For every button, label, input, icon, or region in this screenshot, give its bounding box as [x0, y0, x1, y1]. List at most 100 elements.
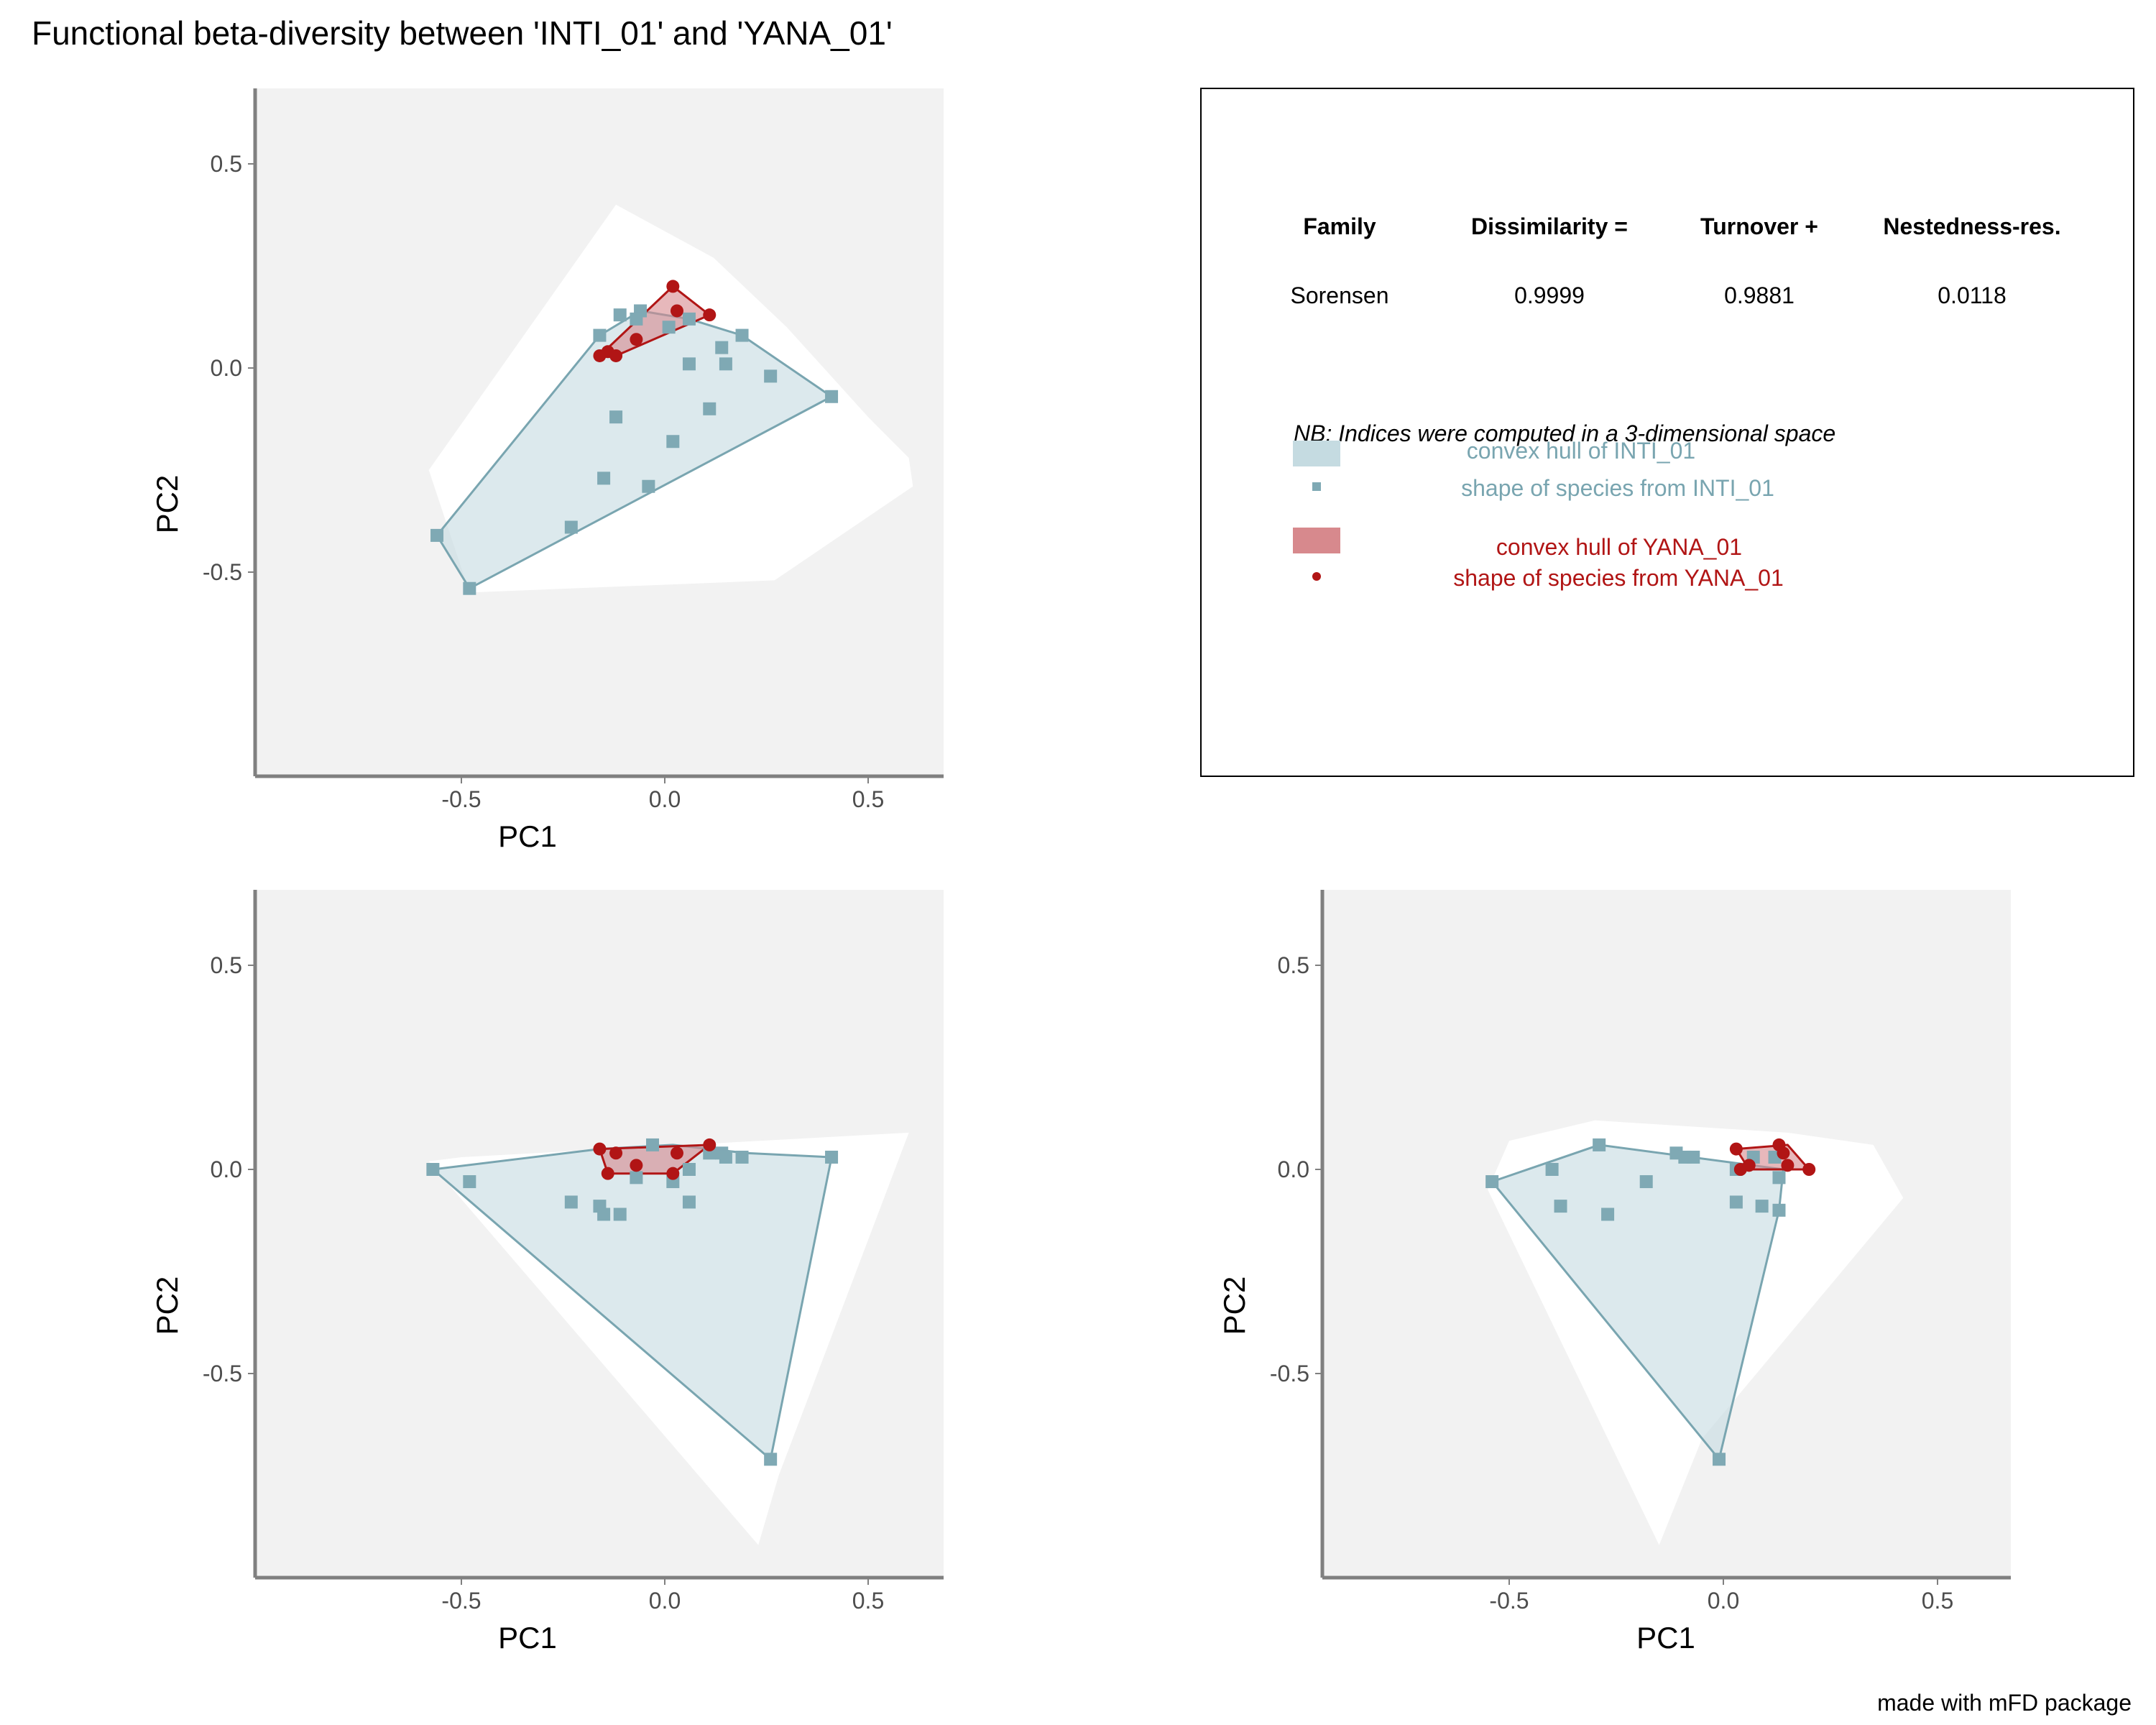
species-point-inti — [1554, 1200, 1567, 1213]
species-point-yana — [666, 280, 680, 293]
species-point-inti — [564, 520, 578, 534]
species-point-inti — [1593, 1138, 1606, 1151]
header-family: Family — [1303, 213, 1376, 239]
species-point-inti — [1772, 1203, 1786, 1217]
y-tick-label: -0.5 — [203, 1361, 242, 1386]
species-point-yana — [703, 308, 717, 322]
species-point-inti — [597, 1208, 611, 1221]
convex-hull-inti — [436, 309, 834, 590]
species-point-yana — [630, 333, 643, 346]
species-point-inti — [662, 321, 676, 334]
caption: made with mFD package — [1877, 1690, 2132, 1716]
species-point-inti — [463, 1175, 476, 1189]
species-point-yana — [670, 1146, 683, 1160]
header-nestedness: Nestedness-res. — [1883, 213, 2060, 239]
y-axis-title: PC2 — [150, 475, 184, 534]
x-tick-label: 0.0 — [649, 786, 681, 812]
y-axis-title: PC2 — [1217, 1276, 1251, 1335]
species-point-yana — [609, 1146, 623, 1160]
x-tick-label: -0.5 — [441, 786, 481, 812]
plot-panel-bottom-left: -0.5 0.0 0.5 -0.5 0.0 0.5 PC1 PC2 — [150, 890, 944, 1655]
x-axis-title: PC1 — [1636, 1621, 1695, 1655]
species-point-yana — [666, 1167, 680, 1180]
species-point-inti — [703, 402, 717, 415]
beta-indices-box: Family Dissimilarity = Turnover + Nested… — [1200, 88, 2134, 777]
species-point-inti — [646, 1138, 660, 1151]
species-point-inti — [1545, 1163, 1559, 1176]
species-point-inti — [1601, 1208, 1615, 1221]
species-point-inti — [719, 357, 732, 371]
dimension-note: NB: Indices were computed in a 3-dimensi… — [1294, 420, 1835, 446]
species-point-inti — [1485, 1175, 1499, 1189]
legend-key-yana-hull — [1293, 528, 1340, 553]
species-point-yana — [670, 304, 683, 318]
x-tick-label: 0.0 — [649, 1588, 681, 1614]
species-point-inti — [597, 472, 611, 485]
species-point-yana — [1781, 1159, 1795, 1172]
species-point-inti — [593, 328, 607, 342]
species-point-inti — [613, 308, 627, 322]
x-axis-title: PC1 — [498, 1621, 557, 1655]
species-point-inti — [1729, 1195, 1743, 1209]
legend-key-inti-points — [1312, 482, 1321, 491]
species-point-inti — [430, 528, 444, 542]
species-point-inti — [764, 1453, 778, 1466]
indices-box-border — [1200, 88, 2134, 777]
y-tick-label: 0.5 — [1278, 952, 1309, 978]
x-tick-label: -0.5 — [441, 1588, 481, 1614]
species-point-inti — [564, 1195, 578, 1209]
species-point-yana — [609, 349, 623, 362]
species-point-inti — [630, 1171, 643, 1184]
x-tick-label: 0.5 — [1922, 1588, 1953, 1614]
species-point-inti — [825, 390, 839, 403]
x-tick-label: 0.5 — [852, 1588, 884, 1614]
plot-panel-top-left: -0.5 0.0 0.5 -0.5 0.0 0.5 PC1 PC2 — [150, 88, 944, 853]
species-point-inti — [1639, 1175, 1653, 1189]
value-family: Sorensen — [1291, 282, 1389, 308]
species-point-inti — [609, 410, 623, 424]
plot-panel-bottom-right: -0.5 0.0 0.5 -0.5 0.0 0.5 PC2 PC1 — [1217, 890, 2011, 1655]
species-point-inti — [1713, 1453, 1726, 1466]
convex-hull-inti — [1490, 1144, 1785, 1462]
species-point-inti — [682, 1163, 696, 1176]
y-tick-label: 0.5 — [211, 151, 242, 177]
y-tick-label: 0.5 — [211, 952, 242, 978]
species-point-inti — [682, 357, 696, 371]
species-point-yana — [1742, 1159, 1756, 1172]
x-tick-label: 0.5 — [852, 786, 884, 812]
y-tick-label: -0.5 — [203, 559, 242, 585]
species-point-inti — [1687, 1150, 1700, 1164]
species-point-inti — [682, 1195, 696, 1209]
species-point-inti — [1755, 1200, 1769, 1213]
legend-label-inti-hull: convex hull of INTI_01 — [1467, 438, 1695, 464]
y-tick-label: 0.0 — [1278, 1156, 1309, 1182]
species-point-inti — [463, 581, 476, 595]
species-point-inti — [764, 369, 778, 383]
x-axis-title: PC1 — [498, 819, 557, 853]
species-point-yana — [601, 1167, 614, 1180]
species-point-yana — [630, 1159, 643, 1172]
species-point-yana — [1802, 1163, 1816, 1176]
species-point-yana — [1777, 1146, 1790, 1160]
species-point-inti — [613, 1208, 627, 1221]
species-point-yana — [1729, 1142, 1743, 1156]
header-dissimilarity: Dissimilarity = — [1471, 213, 1628, 239]
species-point-inti — [825, 1150, 839, 1164]
species-point-inti — [735, 1150, 749, 1164]
species-point-inti — [735, 328, 749, 342]
species-point-yana — [703, 1138, 717, 1151]
legend-key-yana-points — [1312, 572, 1321, 581]
y-axis-title: PC2 — [150, 1276, 184, 1335]
species-point-inti — [682, 312, 696, 326]
legend-label-yana-hull: convex hull of YANA_01 — [1496, 534, 1742, 560]
legend-label-yana-points: shape of species from YANA_01 — [1453, 565, 1784, 591]
species-point-inti — [642, 479, 655, 493]
species-point-inti — [630, 312, 643, 326]
value-nestedness: 0.0118 — [1938, 282, 2007, 308]
x-tick-label: -0.5 — [1489, 1588, 1529, 1614]
x-tick-label: 0.0 — [1708, 1588, 1739, 1614]
species-point-inti — [719, 1150, 732, 1164]
y-tick-label: -0.5 — [1270, 1361, 1309, 1386]
y-tick-label: 0.0 — [211, 355, 242, 381]
